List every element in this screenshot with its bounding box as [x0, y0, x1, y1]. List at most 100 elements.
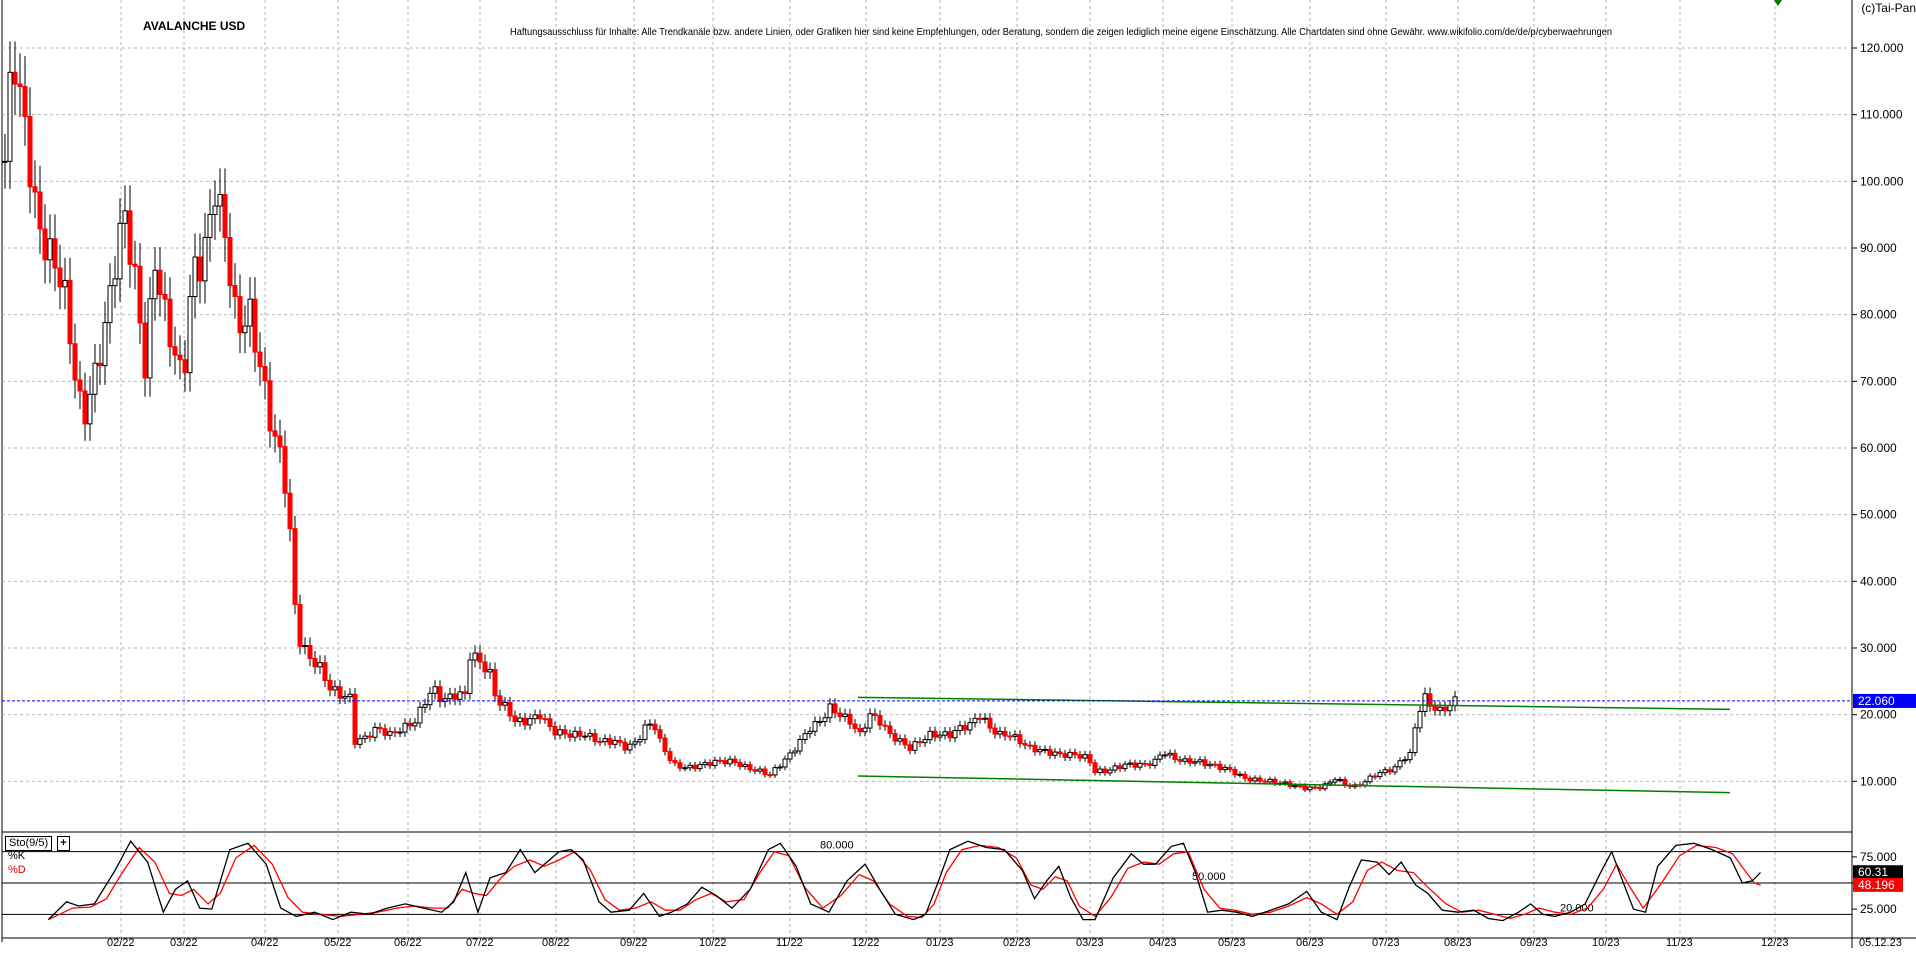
- candle-body: [137, 265, 143, 324]
- candle-body: [327, 679, 333, 691]
- x-tick-label: 06/23: [1296, 937, 1324, 948]
- candle-body: [1312, 786, 1318, 789]
- candle-body: [922, 739, 928, 744]
- candle-body: [1077, 754, 1083, 759]
- price-tick-label: 10.000: [1860, 774, 1897, 788]
- expand-indicator-icon[interactable]: +: [57, 836, 70, 851]
- candle-body: [967, 722, 973, 731]
- candle-body: [1397, 760, 1403, 768]
- x-tick-label: 08/22: [542, 937, 570, 948]
- candle-body: [1037, 749, 1043, 753]
- candle-body: [2, 160, 8, 163]
- candle-body: [57, 267, 63, 288]
- candle-body: [27, 116, 33, 188]
- candle-body: [1182, 758, 1188, 762]
- candle-body: [1327, 781, 1333, 785]
- x-tick-label: 01/23: [926, 937, 954, 948]
- x-tick-label: 06/22: [394, 937, 422, 948]
- candle-body: [632, 741, 638, 745]
- candle-body: [907, 744, 913, 751]
- trendline: [857, 696, 1731, 711]
- x-tick-label: 08/23: [1444, 937, 1472, 948]
- x-tick-label: 02/22: [107, 937, 135, 948]
- candle-body: [47, 238, 53, 261]
- candle-body: [1217, 763, 1223, 771]
- candle-body: [562, 729, 568, 735]
- candle-body: [557, 729, 563, 736]
- candle-body: [72, 343, 78, 381]
- candle-body: [1337, 778, 1343, 781]
- candle-body: [962, 725, 968, 731]
- candle-body: [912, 741, 918, 751]
- candle-body: [457, 691, 463, 700]
- x-tick-label: 09/22: [620, 937, 648, 948]
- candle-body: [397, 731, 403, 734]
- candle-body: [587, 733, 593, 737]
- candle-body: [1092, 762, 1098, 774]
- candle-body: [582, 735, 588, 738]
- k-series-label: %K: [8, 850, 26, 862]
- candle-body: [147, 298, 153, 379]
- candle-body: [427, 692, 433, 706]
- x-tick-label: 12/23: [1761, 937, 1789, 948]
- candle-body: [12, 71, 18, 85]
- candle-body: [1237, 773, 1243, 776]
- candle-body: [762, 768, 768, 776]
- candle-body: [1087, 754, 1093, 764]
- candle-body: [682, 767, 688, 770]
- stochastic-indicator-label[interactable]: Sto(9/5): [5, 836, 53, 851]
- candle-body: [747, 764, 753, 771]
- candle-body: [702, 762, 708, 766]
- candle-body: [857, 727, 863, 733]
- candle-body: [67, 279, 73, 345]
- candle-body: [1072, 751, 1078, 756]
- candle-body: [952, 730, 958, 739]
- last-date-label: 05.12.23: [1859, 937, 1902, 948]
- candle-body: [177, 354, 183, 361]
- candle-body: [97, 362, 103, 367]
- candle-body: [517, 717, 523, 723]
- candle-body: [1062, 753, 1068, 758]
- candle-body: [1137, 762, 1143, 768]
- x-tick-label: 07/22: [466, 937, 494, 948]
- candle-body: [572, 730, 578, 738]
- candle-body: [707, 762, 713, 767]
- copyright-label: (c)Tai-Pan: [1861, 1, 1916, 15]
- candle-body: [1252, 777, 1258, 782]
- candle-body: [597, 741, 603, 744]
- candle-body: [777, 766, 783, 769]
- candle-body: [742, 764, 748, 768]
- candle-body: [567, 733, 573, 738]
- candle-body: [1382, 769, 1388, 774]
- price-tick-label: 60.000: [1860, 441, 1897, 455]
- candle-body: [612, 739, 618, 745]
- candle-body: [537, 714, 543, 720]
- candle-body: [1232, 768, 1238, 776]
- stochastic-reference-label: 80.000: [820, 840, 854, 852]
- trendline: [857, 775, 1731, 794]
- candle-body: [1007, 735, 1013, 738]
- candle-body: [1222, 766, 1228, 771]
- candle-body: [227, 236, 233, 287]
- candle-body: [52, 238, 58, 269]
- candle-body: [1082, 754, 1088, 759]
- candle-body: [837, 712, 843, 718]
- candle-body: [317, 662, 323, 668]
- candle-body: [422, 704, 428, 708]
- candle-body: [592, 733, 598, 743]
- candle-body: [937, 734, 943, 738]
- candle-body: [547, 718, 553, 728]
- candle-body: [732, 758, 738, 763]
- d-value-tag: [1853, 877, 1903, 892]
- x-tick-label: 02/23: [1003, 937, 1031, 948]
- candle-body: [187, 296, 193, 374]
- candle-body: [1027, 744, 1033, 747]
- candle-body: [727, 758, 733, 765]
- candle-body: [887, 725, 893, 735]
- candle-body: [437, 686, 443, 703]
- candle-body: [512, 715, 518, 723]
- green-arrow-icon: [1774, 0, 1782, 6]
- candle-body: [872, 713, 878, 717]
